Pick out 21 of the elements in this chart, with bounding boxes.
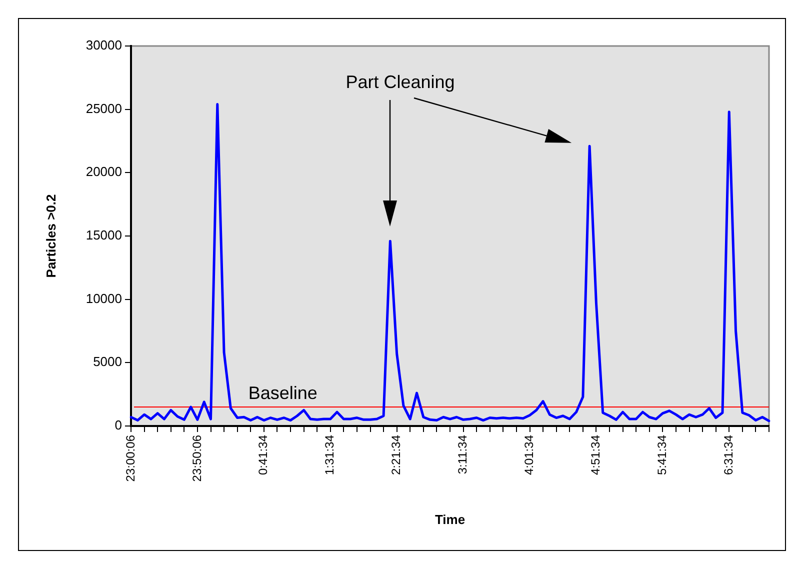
x-tick-label: 0:41:34: [256, 434, 270, 476]
x-tick-label: 5:41:34: [654, 434, 669, 476]
y-tick-label: 15000: [86, 228, 122, 243]
y-tick-label: 10000: [86, 290, 122, 306]
x-tick-label: 3:11:34: [456, 434, 470, 474]
y-tick-label: 30000: [86, 38, 122, 53]
y-tick-label: 25000: [86, 100, 122, 116]
x-tick-label: 2:21:34: [389, 434, 404, 476]
y-axis-title: Particles >0.2: [43, 194, 58, 278]
x-tick-label: 6:31:34: [721, 434, 736, 476]
y-tick-label: 5000: [93, 354, 122, 370]
x-axis-title: Time: [434, 512, 466, 527]
x-tick-label: 4:01:34: [522, 434, 536, 476]
x-tick-label: 23:50:06: [190, 434, 204, 482]
x-tick-label: 1:31:34: [322, 434, 337, 476]
y-tick-label: 0: [114, 418, 122, 433]
annotation: Part Cleaning: [346, 72, 455, 92]
x-tick-label: 23:00:06: [123, 434, 138, 482]
ref-line-label: Baseline: [248, 382, 318, 403]
y-tick-label: 20000: [86, 164, 122, 180]
x-tick-label: 4:51:34: [588, 434, 603, 476]
